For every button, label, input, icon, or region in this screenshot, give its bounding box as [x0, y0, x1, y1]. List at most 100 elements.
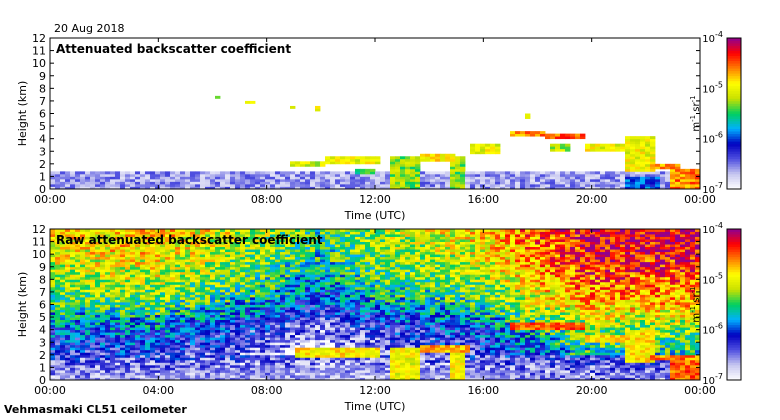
heatmap-cell: [200, 329, 206, 333]
heatmap-cell: [220, 266, 226, 270]
heatmap-cell: [245, 364, 251, 368]
heatmap-cell: [220, 291, 226, 295]
heatmap-cell: [160, 183, 166, 187]
heatmap-cell: [320, 372, 326, 376]
heatmap-cell: [180, 269, 186, 273]
heatmap-cell: [170, 364, 176, 368]
heatmap-cell: [95, 276, 101, 280]
heatmap-cell: [235, 349, 241, 353]
heatmap-cell: [295, 286, 301, 290]
heatmap-cell: [115, 374, 121, 378]
heatmap-cell: [145, 241, 151, 245]
heatmap-cell: [225, 234, 231, 237]
heatmap-cell: [225, 314, 231, 318]
heatmap-cell: [620, 176, 626, 180]
heatmap-cell: [305, 362, 311, 366]
heatmap-cell: [85, 317, 91, 320]
heatmap-cell: [230, 241, 236, 245]
heatmap-cell: [270, 281, 276, 285]
heatmap-cell: [305, 274, 311, 278]
heatmap-cell: [690, 183, 696, 187]
heatmap-cell: [175, 369, 181, 373]
heatmap-cell: [75, 337, 81, 341]
heatmap-cell: [120, 362, 126, 366]
heatmap-cell: [335, 178, 341, 182]
heatmap-cell: [115, 173, 121, 177]
heatmap-cell: [255, 281, 261, 285]
heatmap-cell: [60, 271, 66, 275]
heatmap-cell: [245, 269, 251, 273]
heatmap-cell: [330, 299, 336, 303]
heatmap-cell: [480, 181, 486, 185]
heatmap-cell: [675, 176, 681, 180]
colorbar-swatch: [727, 80, 741, 84]
heatmap-cell: [640, 158, 646, 162]
heatmap-cell: [300, 261, 306, 265]
heatmap-cell: [75, 307, 81, 310]
heatmap-cell: [215, 254, 221, 258]
heatmap-cell: [335, 317, 341, 320]
heatmap-cell: [110, 264, 116, 268]
heatmap-cell: [55, 249, 61, 253]
heatmap-cell: [90, 241, 96, 245]
heatmap-cell: [155, 276, 161, 280]
heatmap-cell: [390, 171, 396, 175]
heatmap-cell: [330, 246, 336, 250]
heatmap-cell: [345, 349, 351, 353]
heatmap-cell: [225, 254, 231, 258]
heatmap-cell: [155, 244, 161, 248]
heatmap-cell: [335, 183, 341, 187]
heatmap-cell: [335, 339, 341, 343]
heatmap-cell: [315, 319, 321, 323]
heatmap-cell: [90, 304, 96, 308]
heatmap-cell: [235, 183, 241, 187]
heatmap-cell: [450, 168, 456, 172]
heatmap-cell: [165, 271, 171, 275]
heatmap-cell: [100, 264, 106, 268]
heatmap-cell: [300, 181, 306, 185]
heatmap-cell: [265, 314, 271, 318]
heatmap-cell: [220, 374, 226, 378]
heatmap-cell: [350, 337, 356, 341]
heatmap-cell: [235, 304, 241, 308]
heatmap-cell: [75, 286, 81, 290]
heatmap-cell: [220, 231, 226, 235]
heatmap-cell: [90, 281, 96, 285]
heatmap-cell: [450, 173, 456, 177]
heatmap-cell: [60, 344, 66, 348]
heatmap-cell: [200, 334, 206, 338]
heatmap-cell: [265, 289, 271, 293]
heatmap-cell: [325, 294, 331, 298]
heatmap-cell: [70, 332, 76, 336]
heatmap-cell: [50, 299, 56, 303]
heatmap-cell: [70, 244, 76, 248]
heatmap-cell: [165, 256, 171, 260]
heatmap-cell: [315, 246, 321, 250]
heatmap-cell: [315, 259, 321, 263]
panel-title: Attenuated backscatter coefficient: [56, 42, 291, 56]
heatmap-cell: [625, 168, 631, 172]
heatmap-cell: [475, 181, 481, 185]
heatmap-cell: [325, 279, 331, 283]
heatmap-cell: [320, 362, 326, 366]
heatmap-cell: [250, 294, 256, 298]
heatmap-cell: [105, 276, 111, 280]
heatmap-cell: [495, 176, 501, 180]
heatmap-cell: [220, 307, 226, 310]
heatmap-cell: [255, 327, 261, 331]
heatmap-cell: [240, 241, 246, 245]
heatmap-cell: [210, 374, 216, 378]
heatmap-cell: [110, 354, 116, 358]
heatmap-cell: [125, 299, 131, 303]
heatmap-cell: [305, 339, 311, 343]
heatmap-cell: [455, 156, 461, 160]
heatmap-cell: [50, 279, 56, 283]
heatmap-cell: [555, 143, 561, 147]
heatmap-cell: [280, 299, 286, 303]
heatmap-cell: [295, 312, 301, 315]
heatmap-cell: [685, 171, 691, 175]
heatmap-cell: [645, 171, 651, 175]
heatmap-cell: [335, 259, 341, 263]
heatmap-cell: [225, 372, 231, 376]
heatmap-cell: [255, 176, 261, 180]
